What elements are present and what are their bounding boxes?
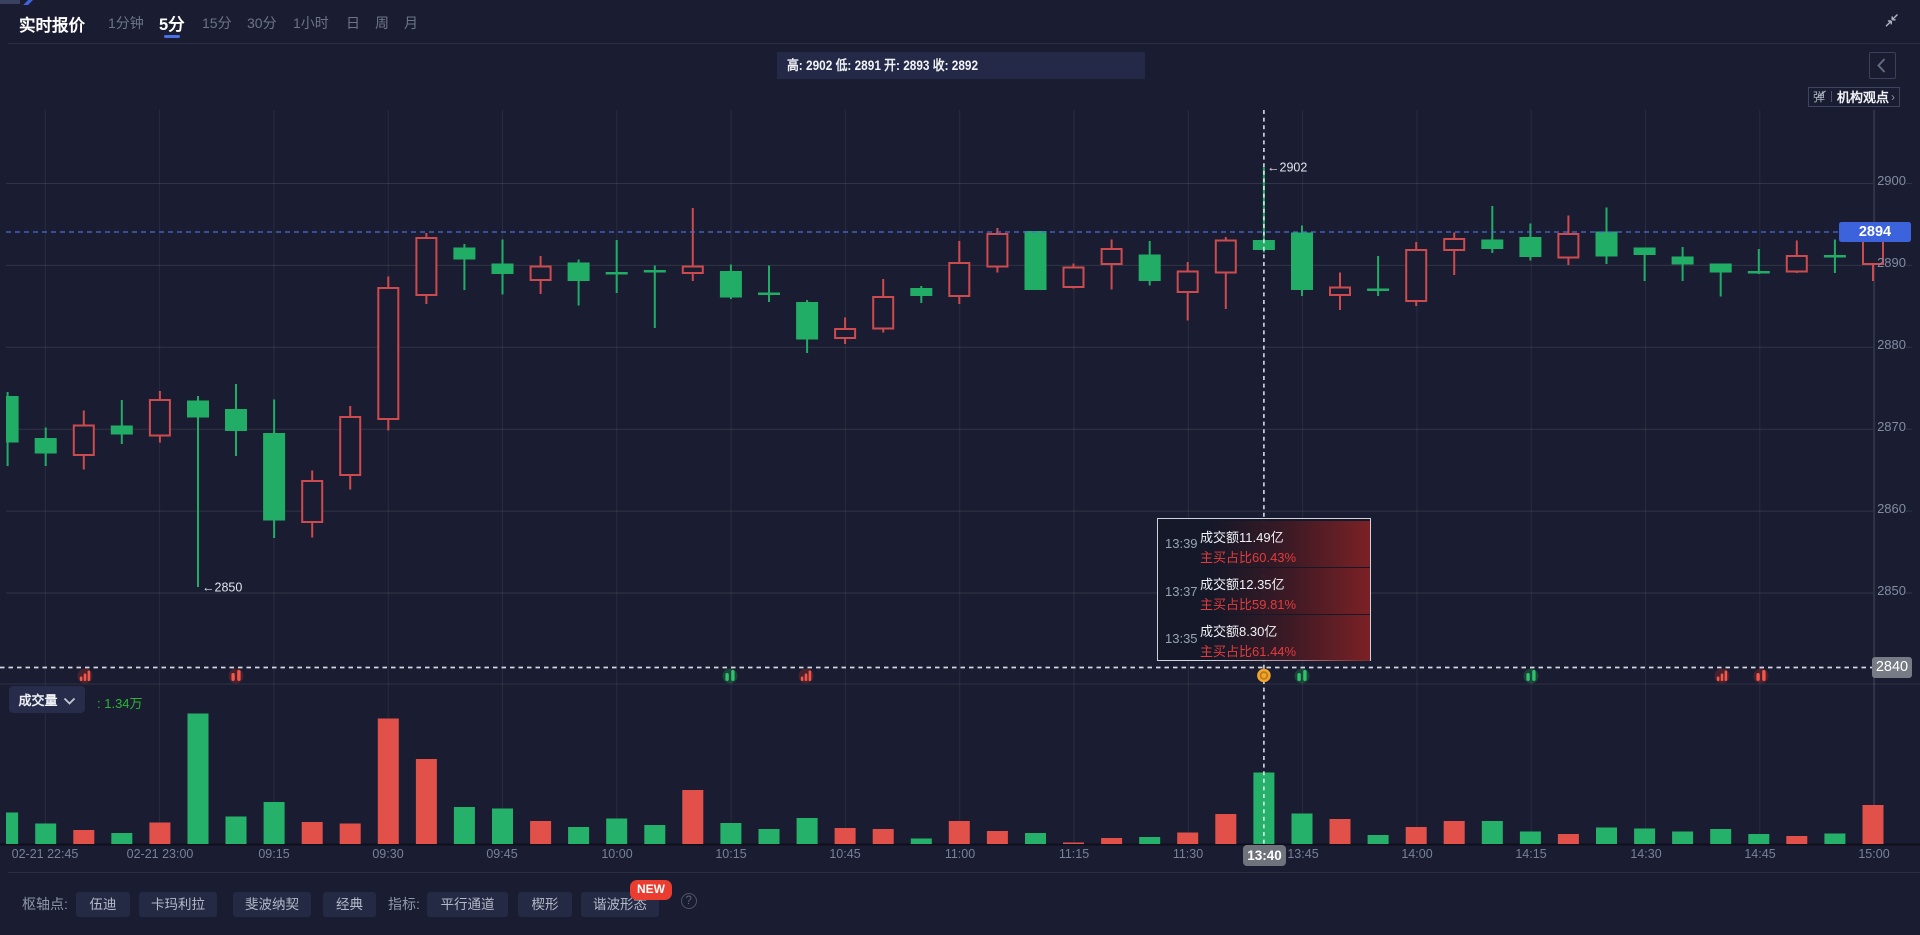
- svg-text:←2850: ←2850: [202, 581, 242, 595]
- svg-text:←2902: ←2902: [1267, 161, 1307, 175]
